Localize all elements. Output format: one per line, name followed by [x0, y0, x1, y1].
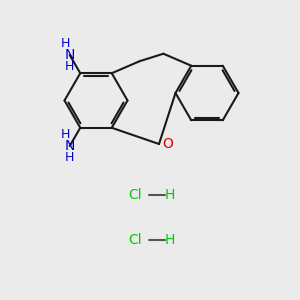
Text: N: N [64, 48, 75, 62]
Text: H: H [164, 233, 175, 247]
Text: O: O [162, 137, 173, 151]
Text: N: N [64, 139, 75, 153]
Text: H: H [61, 37, 70, 50]
Text: H: H [61, 128, 70, 141]
Text: H: H [65, 60, 74, 73]
Text: Cl: Cl [128, 233, 142, 247]
Text: H: H [65, 151, 74, 164]
Text: H: H [164, 188, 175, 202]
Text: Cl: Cl [128, 188, 142, 202]
